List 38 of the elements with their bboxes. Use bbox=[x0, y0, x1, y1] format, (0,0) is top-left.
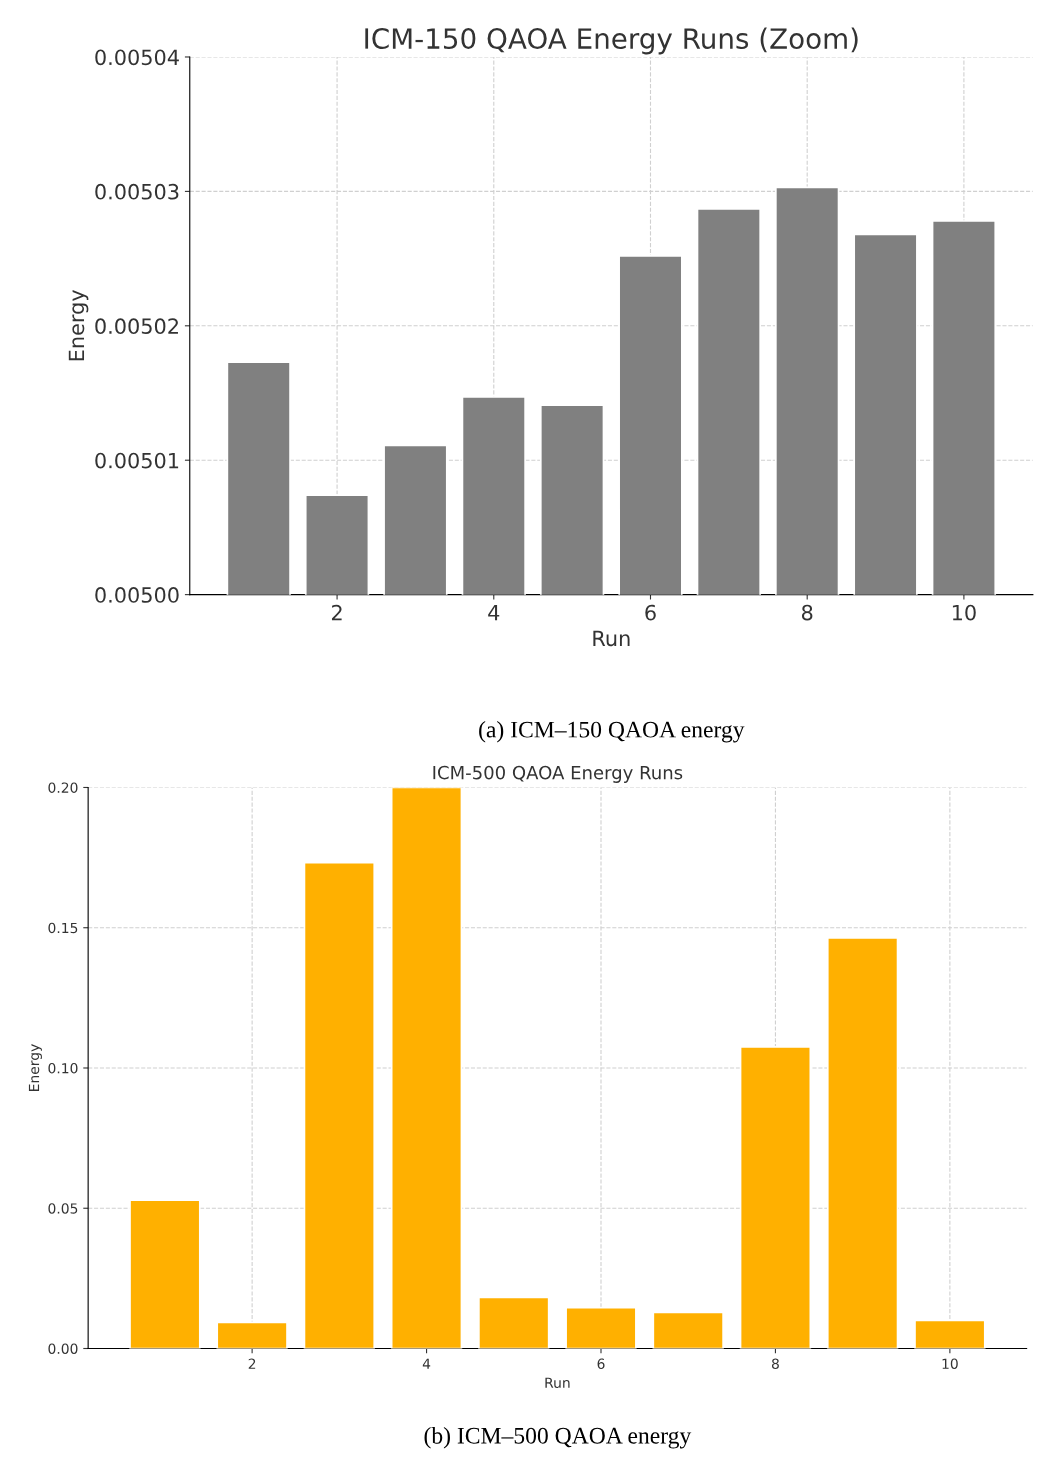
y-tick-label: 0.00503 bbox=[95, 183, 179, 200]
chart-title: ICM-500 QAOA Energy Runs bbox=[433, 765, 683, 783]
y-tick-label: 0.00500 bbox=[95, 587, 179, 603]
bar bbox=[914, 1319, 986, 1349]
y-tick-label: 0.20 bbox=[48, 782, 78, 793]
text: (b) ICM–500 QAOA energy bbox=[424, 1427, 692, 1449]
bar bbox=[652, 1311, 724, 1349]
y-axis-title: Energy bbox=[68, 289, 89, 361]
bar bbox=[390, 787, 463, 1349]
x-tick-label: 6 bbox=[597, 1358, 605, 1369]
bar bbox=[478, 1296, 550, 1349]
x-tick-label: 6 bbox=[645, 604, 656, 621]
x-tick-label: 2 bbox=[331, 604, 342, 621]
x-tick-label: 10 bbox=[942, 1358, 958, 1369]
x-tick-label: 8 bbox=[771, 1358, 779, 1369]
y-axis-title: Energy bbox=[28, 1044, 42, 1091]
x-tick-label: 4 bbox=[488, 604, 500, 621]
bar bbox=[565, 1306, 637, 1349]
bar bbox=[739, 1046, 812, 1349]
y-tick-label: 0.10 bbox=[48, 1062, 78, 1074]
y-tick-label: 0.00501 bbox=[95, 452, 179, 469]
bar bbox=[129, 1199, 201, 1349]
x-axis-title: Run bbox=[593, 630, 630, 647]
x-tick-label: 10 bbox=[952, 604, 976, 621]
x-tick-label: 4 bbox=[422, 1358, 431, 1369]
y-tick-label: 0.15 bbox=[48, 922, 78, 934]
y-tick-label: 0.00504 bbox=[95, 49, 179, 66]
bar bbox=[303, 861, 376, 1349]
bar bbox=[216, 1321, 288, 1349]
bar bbox=[826, 936, 899, 1349]
chart-title: ICM-150 QAOA Energy Runs (Zoom) bbox=[365, 27, 858, 55]
y-tick-label: 0.00 bbox=[48, 1343, 78, 1354]
y-tick-label: 0.00502 bbox=[95, 318, 178, 335]
y-tick-label: 0.05 bbox=[48, 1203, 78, 1214]
text: (a) ICM–150 QAOA energy bbox=[479, 720, 745, 743]
x-tick-label: 2 bbox=[248, 1358, 256, 1369]
x-tick-label: 8 bbox=[801, 604, 813, 621]
x-axis-title: Run bbox=[545, 1377, 570, 1388]
